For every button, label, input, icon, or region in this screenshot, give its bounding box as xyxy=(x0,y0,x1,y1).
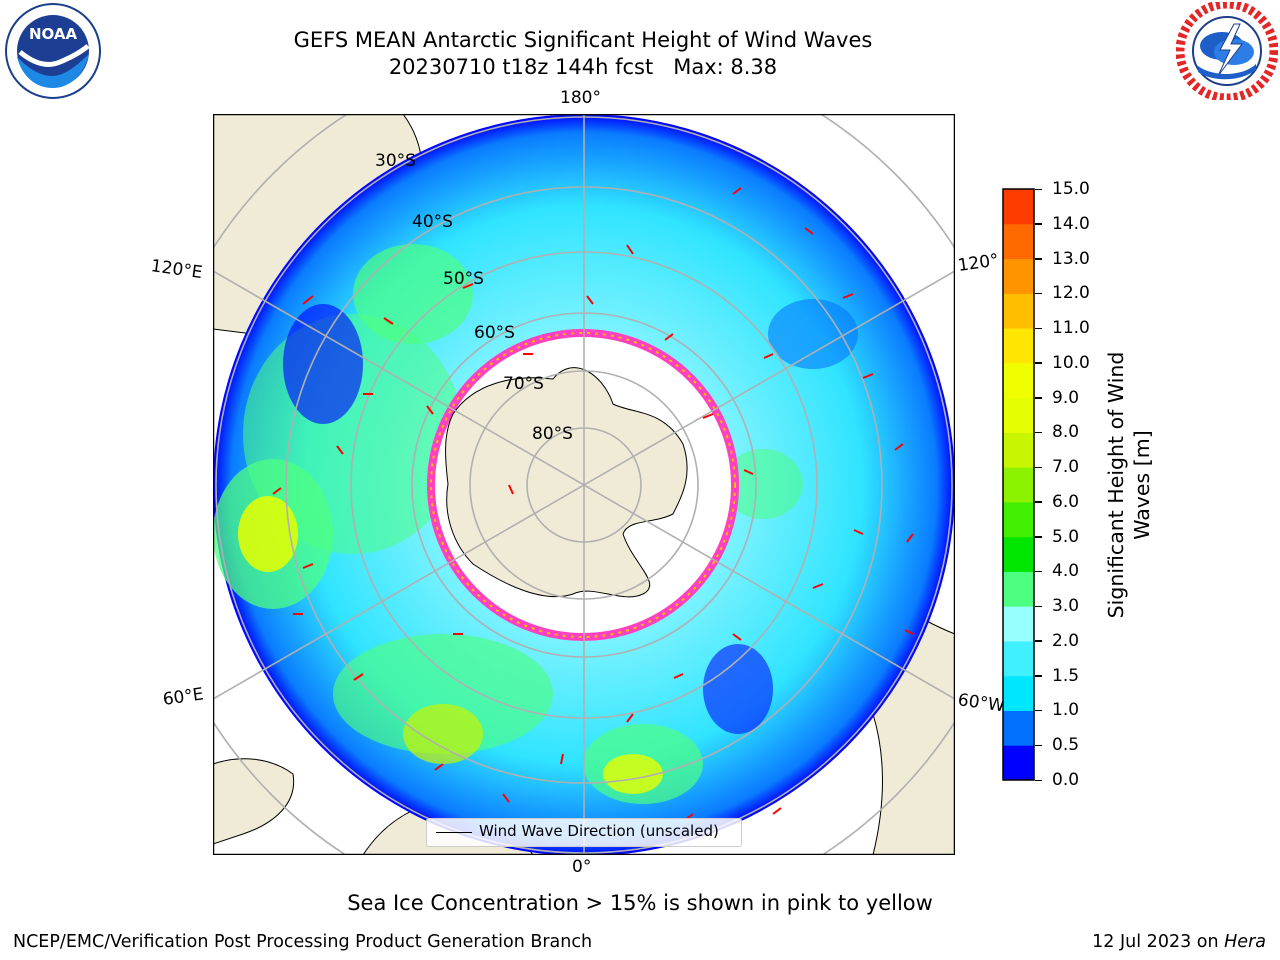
colorbar-segment xyxy=(1003,397,1034,433)
colorbar-segment xyxy=(1003,640,1034,677)
lat-label-40s: 40°S xyxy=(412,212,453,232)
colorbar-tick-label: 7.0 xyxy=(1052,457,1080,478)
colorbar-tick-mark xyxy=(1035,501,1042,503)
colorbar-tick-label: 11.0 xyxy=(1052,318,1090,339)
colorbar-tick-label: 9.0 xyxy=(1052,387,1080,408)
colorbar-segment xyxy=(1003,675,1034,711)
legend-text: Wind Wave Direction (unscaled) xyxy=(479,822,719,840)
colorbar-segment xyxy=(1003,501,1034,538)
colorbar-tick-mark xyxy=(1035,570,1042,573)
colorbar-segment xyxy=(1003,328,1034,364)
colorbar-tick-label: 5.0 xyxy=(1052,526,1080,547)
colorbar-tick-label: 3.0 xyxy=(1052,596,1080,617)
colorbar-segment xyxy=(1003,710,1034,746)
colorbar-segment xyxy=(1003,362,1034,399)
lon-label-120w: 120° xyxy=(956,250,1000,276)
chart-title: GEFS MEAN Antarctic Significant Height o… xyxy=(293,28,873,52)
lat-label-80s: 80°S xyxy=(532,424,573,444)
colorbar-tick-mark xyxy=(1035,744,1042,747)
colorbar-tick-label: 8.0 xyxy=(1052,422,1080,443)
colorbar-tick-label: 6.0 xyxy=(1052,491,1080,512)
colorbar-segment xyxy=(1003,467,1034,503)
colorbar-tick-label: 10.0 xyxy=(1052,352,1090,373)
colorbar-tick-mark xyxy=(1035,640,1042,642)
colorbar xyxy=(1002,188,1035,781)
colorbar-segment xyxy=(1003,258,1034,294)
colorbar-tick-mark xyxy=(1035,362,1042,364)
chart-subtitle: 20230710 t18z 144h fcst Max: 8.38 xyxy=(388,55,778,79)
nws-logo xyxy=(1176,2,1278,100)
colorbar-tick-mark xyxy=(1035,779,1042,781)
colorbar-tick-label: 14.0 xyxy=(1052,213,1090,234)
lat-label-30s: 30°S xyxy=(375,151,416,171)
colorbar-tick-mark xyxy=(1035,258,1042,260)
colorbar-tick-label: 4.0 xyxy=(1052,561,1080,582)
colorbar-segment xyxy=(1003,745,1034,781)
colorbar-tick-mark xyxy=(1035,327,1042,330)
colorbar-tick-mark xyxy=(1035,675,1042,677)
colorbar-tick-mark xyxy=(1035,223,1042,225)
colorbar-segment xyxy=(1003,223,1034,260)
colorbar-tick-mark xyxy=(1035,536,1042,538)
colorbar-tick-mark xyxy=(1035,292,1042,295)
lon-label-120e: 120°E xyxy=(149,256,204,284)
colorbar-segment xyxy=(1003,606,1034,642)
colorbar-tick-mark xyxy=(1035,188,1042,190)
colorbar-tick-mark xyxy=(1035,397,1042,399)
colorbar-tick-label: 2.0 xyxy=(1052,630,1080,651)
colorbar-segment xyxy=(1003,293,1034,329)
lon-label-180: 180° xyxy=(560,88,601,108)
colorbar-tick-label: 1.5 xyxy=(1052,665,1080,686)
colorbar-tick-label: 12.0 xyxy=(1052,283,1090,304)
colorbar-segment xyxy=(1003,571,1034,607)
colorbar-tick-mark xyxy=(1035,605,1042,608)
lon-label-0: 0° xyxy=(572,857,592,877)
colorbar-tick-mark xyxy=(1035,466,1042,469)
sea-ice-caption: Sea Ice Concentration > 15% is shown in … xyxy=(347,891,933,915)
noaa-logo: NOAA xyxy=(5,3,101,99)
lat-label-70s: 70°S xyxy=(503,374,544,394)
map-legend: Wind Wave Direction (unscaled) xyxy=(426,818,742,847)
colorbar-tick-mark xyxy=(1035,431,1042,434)
colorbar-segment xyxy=(1003,536,1034,572)
lon-label-60w: 60°W xyxy=(956,690,1006,717)
footer-date: 12 Jul 2023 on Hera xyxy=(1092,932,1266,952)
lon-label-60e: 60°E xyxy=(161,684,205,710)
colorbar-segment xyxy=(1003,432,1034,468)
colorbar-tick-label: 0.0 xyxy=(1052,770,1080,790)
colorbar-tick-label: 15.0 xyxy=(1052,179,1090,199)
footer-branch: NCEP/EMC/Verification Post Processing Pr… xyxy=(13,932,593,952)
colorbar-tick-label: 1.0 xyxy=(1052,700,1080,721)
noaa-logo-text: NOAA xyxy=(29,25,78,43)
colorbar-tick-label: 0.5 xyxy=(1052,735,1080,756)
colorbar-segment xyxy=(1003,189,1034,225)
colorbar-tick-label: 13.0 xyxy=(1052,248,1090,269)
colorbar-tick-mark xyxy=(1035,709,1042,712)
lat-label-50s: 50°S xyxy=(443,269,484,289)
lat-label-60s: 60°S xyxy=(474,323,515,343)
polar-map xyxy=(213,114,955,855)
legend-line-sample xyxy=(436,832,472,833)
